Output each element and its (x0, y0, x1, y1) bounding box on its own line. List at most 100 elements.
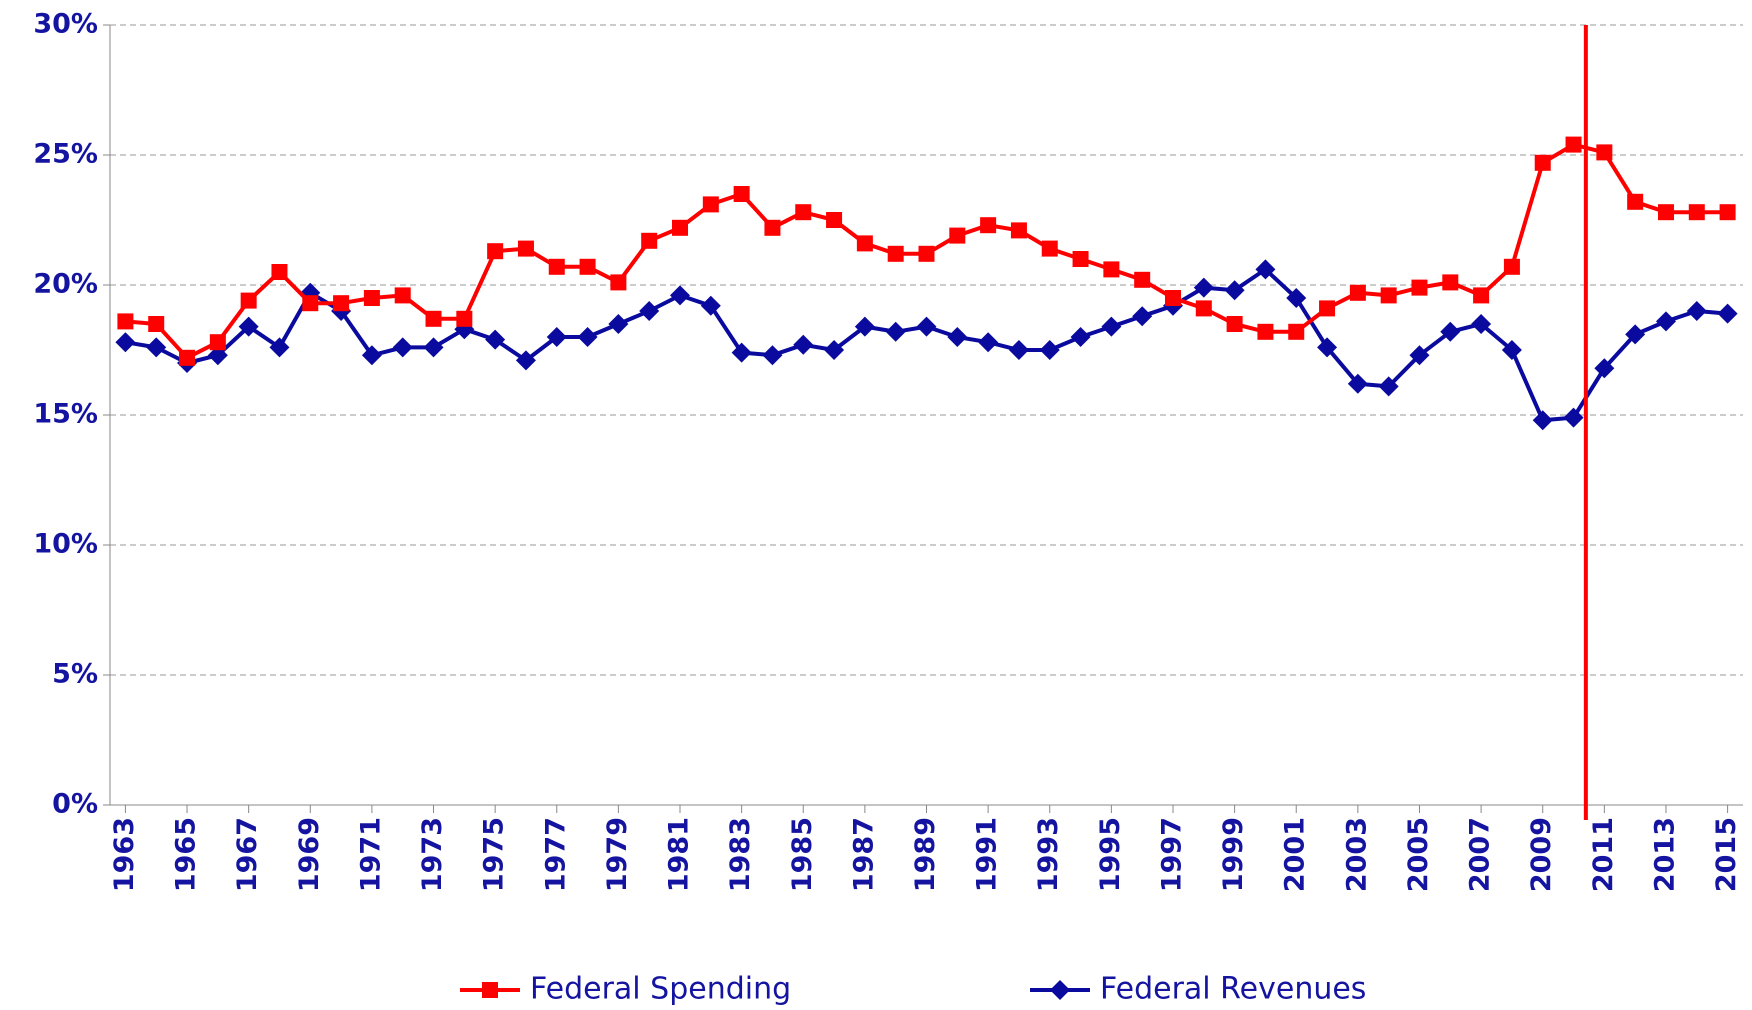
data-point (1565, 136, 1582, 153)
x-tick-label: 2003 (1341, 817, 1372, 892)
x-tick-label: 1969 (294, 817, 325, 892)
x-tick-label: 1995 (1095, 817, 1126, 892)
data-point (515, 350, 536, 371)
x-tick-label: 1983 (725, 817, 756, 892)
data-point (1657, 204, 1674, 221)
data-point (1103, 261, 1120, 278)
data-point (1072, 251, 1089, 267)
data-point (1409, 345, 1430, 366)
data-point (1008, 340, 1029, 360)
data-point (1226, 316, 1243, 332)
x-tick-label: 1975 (479, 817, 510, 892)
data-point (1010, 222, 1027, 239)
data-point (1134, 271, 1151, 288)
data-point (117, 313, 134, 330)
data-point (793, 334, 814, 355)
data-point (1286, 288, 1307, 308)
data-point (1473, 287, 1490, 304)
legend-marker (1050, 980, 1070, 1000)
data-point (1532, 410, 1553, 431)
data-point (916, 316, 937, 337)
data-point (947, 327, 968, 347)
data-point (1195, 300, 1212, 317)
data-point (1041, 240, 1058, 257)
y-tick-label: 25% (33, 139, 98, 170)
legend-marker (482, 982, 498, 998)
data-point (148, 316, 165, 332)
data-point (392, 337, 413, 358)
data-point (1719, 204, 1736, 221)
data-point (670, 285, 691, 306)
y-tick-label: 0% (52, 789, 98, 820)
data-point (1686, 301, 1707, 321)
y-tick-label: 10% (33, 529, 98, 560)
data-point (885, 321, 906, 342)
data-point (1224, 280, 1245, 301)
data-point (639, 301, 660, 321)
data-point (1534, 154, 1551, 171)
data-point (302, 295, 319, 312)
x-tick-label: 2005 (1403, 817, 1434, 892)
data-point (1319, 300, 1336, 317)
y-tick-label: 30% (33, 9, 98, 40)
y-tick-label: 15% (33, 399, 98, 430)
data-point (1347, 373, 1368, 394)
data-point (456, 310, 473, 327)
x-tick-label: 1989 (910, 817, 941, 892)
x-tick-label: 1977 (540, 817, 571, 892)
data-point (487, 243, 504, 260)
data-point (394, 287, 411, 304)
data-point (1717, 303, 1738, 324)
data-point (854, 316, 875, 337)
x-tick-label: 1997 (1156, 817, 1187, 892)
x-tick-label: 1971 (355, 817, 386, 892)
data-point (795, 204, 812, 221)
data-point (1380, 287, 1397, 304)
data-point (1164, 290, 1181, 306)
y-tick-label: 5% (52, 659, 98, 690)
data-point (1101, 316, 1122, 337)
data-point (1471, 314, 1492, 334)
data-point (548, 258, 565, 275)
data-point (918, 245, 935, 262)
data-point (179, 349, 196, 366)
x-tick-label: 1999 (1218, 817, 1249, 892)
data-point (824, 340, 845, 360)
data-point (1440, 321, 1461, 342)
data-point (733, 186, 750, 202)
data-point (1070, 327, 1091, 347)
x-tick-label: 2001 (1280, 817, 1311, 892)
data-point (1132, 306, 1153, 327)
x-tick-label: 1987 (848, 817, 879, 892)
data-point (1625, 324, 1646, 345)
data-point (1596, 144, 1613, 161)
data-point (1288, 323, 1305, 340)
data-point (115, 332, 136, 353)
data-point (672, 219, 689, 236)
data-point (269, 337, 290, 358)
data-point (1349, 284, 1366, 301)
y-tick-label: 20% (33, 269, 98, 300)
data-point (608, 314, 629, 334)
legend-label: Federal Spending (530, 972, 791, 1007)
data-point (1501, 340, 1522, 360)
data-point (1563, 407, 1584, 428)
data-point (579, 258, 596, 275)
x-tick-label: 2015 (1711, 817, 1742, 892)
data-point (1442, 274, 1459, 291)
x-tick-label: 1981 (664, 817, 695, 892)
x-tick-label: 1985 (787, 817, 818, 892)
data-point (641, 232, 658, 249)
data-point (1193, 277, 1214, 298)
x-tick-label: 1967 (232, 817, 263, 892)
x-tick-label: 1991 (972, 817, 1003, 892)
data-point (425, 310, 442, 327)
data-point (978, 332, 999, 353)
data-point (856, 235, 873, 252)
data-point (361, 345, 382, 366)
x-tick-label: 1965 (171, 817, 202, 892)
data-point (887, 245, 904, 262)
x-tick-label: 1963 (109, 817, 140, 892)
x-tick-label: 2009 (1526, 817, 1557, 892)
data-point (363, 290, 380, 306)
